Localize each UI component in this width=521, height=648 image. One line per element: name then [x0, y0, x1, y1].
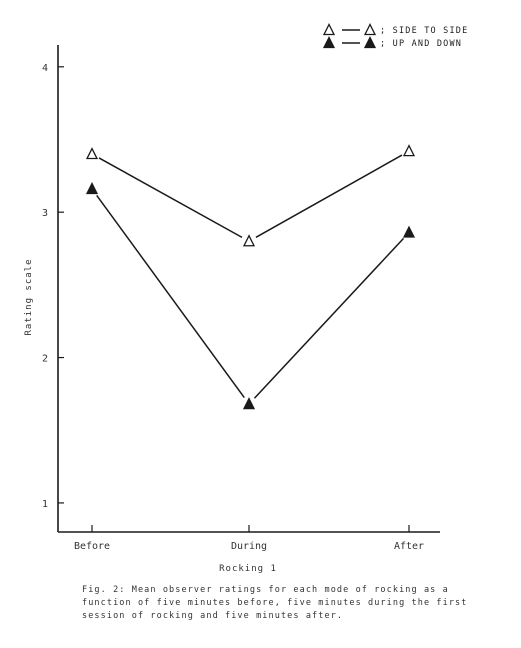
x-tick-label: After	[394, 541, 424, 552]
side-to-side-point	[402, 144, 416, 157]
legend-marker-left	[322, 36, 336, 49]
series-line-segment	[255, 154, 403, 238]
side-to-side-point	[242, 234, 256, 247]
series-line-segment	[96, 194, 245, 399]
x-axis-title: Rocking 1	[219, 564, 277, 574]
up-and-down-point	[242, 397, 256, 410]
y-tick-label: 2	[42, 354, 48, 365]
x-ticks: Before During After	[74, 525, 424, 552]
legend-marker-left	[322, 23, 336, 36]
x-tick-label: Before	[74, 541, 110, 552]
x-tick-label: During	[231, 541, 267, 552]
series-line-segment	[253, 237, 405, 399]
chart-axes	[57, 45, 440, 533]
legend: ; SIDE TO SIDE ; UP AND DOWN	[322, 23, 468, 49]
y-tick-label: 3	[42, 208, 48, 219]
legend-marker-right	[363, 23, 377, 36]
line-chart: 1 2 3 4 Before During After ; SIDE TO SIDE ; U…	[24, 23, 468, 574]
side-to-side-point	[85, 147, 99, 160]
y-axis-title: Rating scale	[24, 258, 34, 335]
series-line-segment	[98, 157, 243, 239]
series-up-and-down	[85, 181, 416, 410]
series-group	[85, 144, 416, 410]
y-tick-label: 4	[42, 63, 48, 74]
up-and-down-point	[402, 225, 416, 238]
legend-item: ; UP AND DOWN	[322, 36, 462, 49]
legend-label: ; UP AND DOWN	[380, 39, 462, 49]
y-ticks: 1 2 3 4	[42, 63, 64, 510]
legend-label: ; SIDE TO SIDE	[380, 26, 468, 36]
series-side-to-side	[85, 144, 416, 247]
legend-marker-right	[363, 36, 377, 49]
up-and-down-point	[85, 181, 99, 195]
legend-item: ; SIDE TO SIDE	[322, 23, 468, 36]
figure-caption: Fig. 2: Mean observer ratings for each m…	[82, 585, 468, 621]
y-tick-label: 1	[42, 499, 48, 510]
